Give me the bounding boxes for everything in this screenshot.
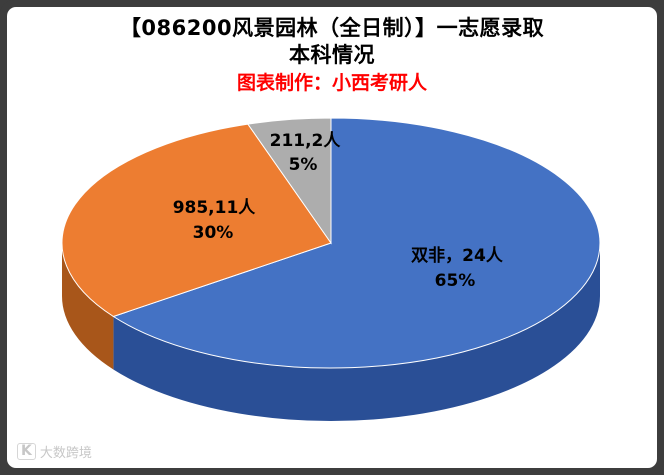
pie-slice-985 [61,123,332,318]
label-211-percent: 5% [289,155,318,175]
label-985-percent: 30% [193,223,234,243]
label-shuangfei-text: 双非，24人 [411,245,504,266]
pie-slice-shuangfei-wall [113,243,601,422]
pie-slice-985-wall [62,243,114,370]
label-985-text: 985,11人 [173,198,257,218]
watermark-brand: 大数跨境 [39,446,92,461]
watermark-logo-icon: K [17,443,36,460]
pie-slice-shuangfei [112,117,601,369]
chart-subtitle: 图表制作：小西考研人 [236,72,427,94]
chart-title-line1: 【086200风景园林（全日制）】一志愿录取 [119,16,545,40]
label-shuangfei-percent: 65% [435,271,476,291]
chart-title-line2: 本科情况 [289,43,375,67]
chart-card: 【086200风景园林（全日制）】一志愿录取 本科情况 图表制作：小西考研人 双… [7,7,657,468]
watermark: K 大数跨境 [17,442,92,461]
pie-chart: 双非，24人 65% 985,11人 30% 211,2人 5% [61,117,601,422]
pie-slice-211 [247,117,332,245]
label-211-text: 211,2人 [270,131,342,151]
chart-header: 【086200风景园林（全日制）】一志愿录取 本科情况 图表制作：小西考研人 [7,15,657,96]
